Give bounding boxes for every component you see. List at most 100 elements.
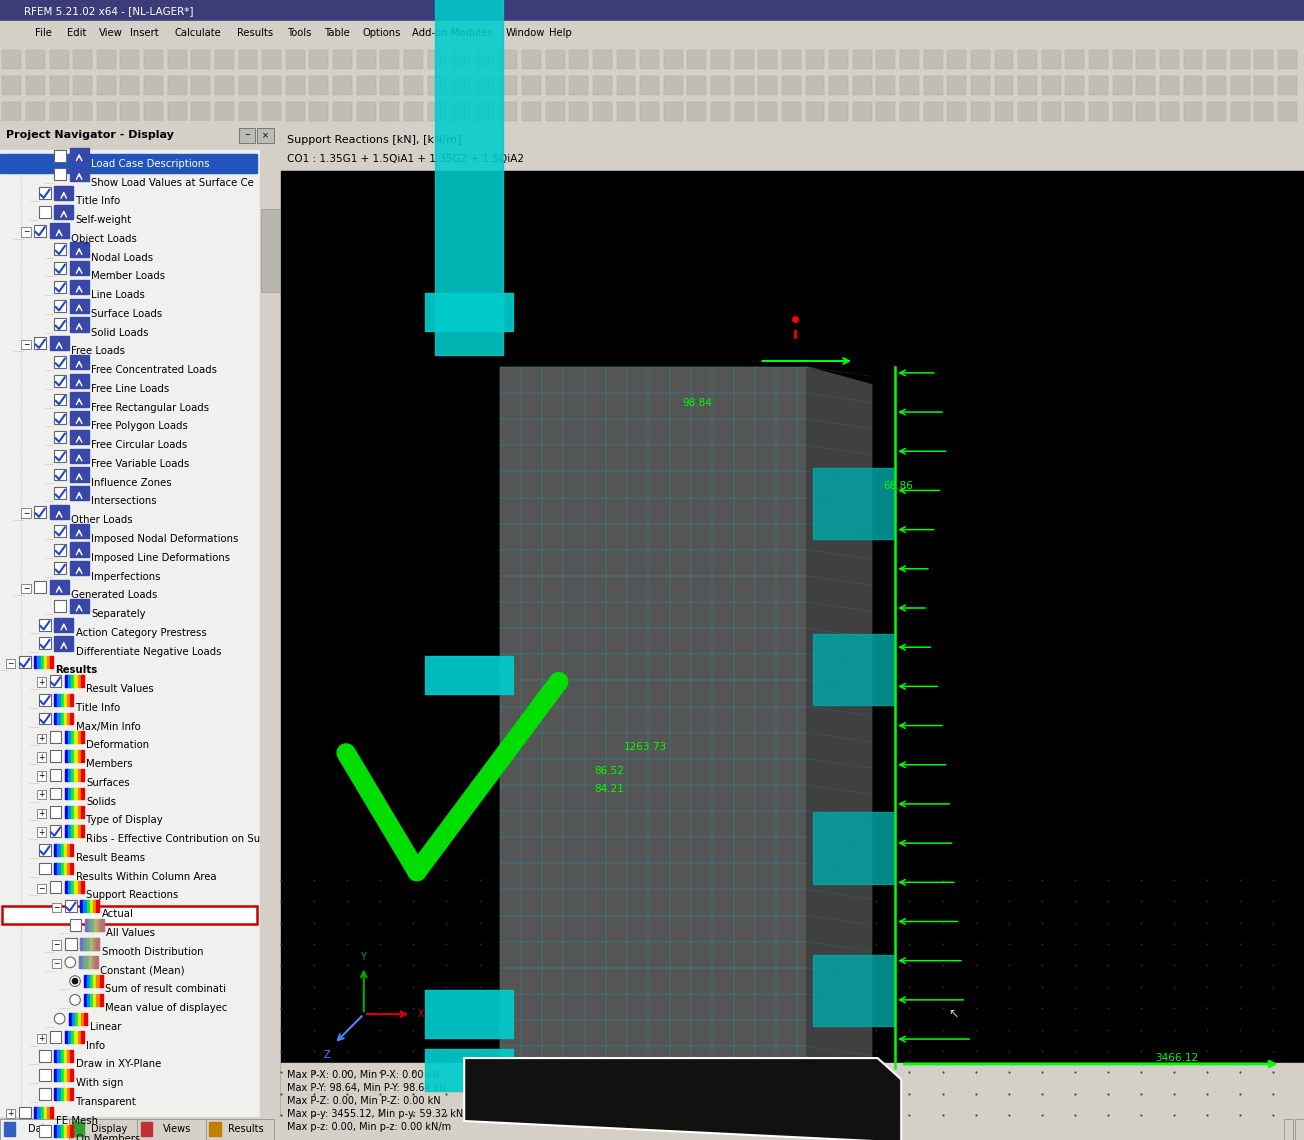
Text: Help: Help <box>549 28 572 39</box>
Text: Object Loads: Object Loads <box>70 234 137 244</box>
Bar <box>168 50 186 68</box>
Bar <box>451 76 471 95</box>
Bar <box>90 901 93 912</box>
Bar <box>65 806 68 819</box>
Bar <box>77 768 81 781</box>
Bar <box>434 0 503 355</box>
Bar <box>1089 76 1108 95</box>
Bar <box>50 768 61 781</box>
Bar <box>60 1069 64 1081</box>
Bar <box>68 788 72 799</box>
Bar <box>0 22 1304 46</box>
Bar <box>50 788 61 799</box>
Bar <box>57 863 60 874</box>
Bar <box>74 768 77 781</box>
Text: Ribs - Effective Contribution on Su: Ribs - Effective Contribution on Su <box>86 834 261 845</box>
Text: Results: Results <box>228 1124 263 1134</box>
Bar <box>44 1107 47 1118</box>
Bar <box>995 76 1013 95</box>
Bar <box>69 561 89 576</box>
Bar <box>96 994 99 1005</box>
Bar <box>83 994 87 1005</box>
Bar <box>947 76 966 95</box>
Bar <box>72 806 74 819</box>
Text: Transparent: Transparent <box>76 1097 136 1107</box>
Bar <box>3 76 21 95</box>
Bar <box>65 825 68 837</box>
Bar <box>69 261 89 275</box>
Text: Info: Info <box>86 1041 106 1051</box>
Text: Z: Z <box>323 1050 330 1059</box>
Bar <box>829 50 848 68</box>
Bar <box>0 1118 69 1140</box>
Bar <box>545 103 565 121</box>
Bar <box>52 940 61 950</box>
Text: RFEM 5.21.02 x64 - [NL-LAGER*]: RFEM 5.21.02 x64 - [NL-LAGER*] <box>23 6 193 16</box>
Bar <box>239 128 256 142</box>
Text: Free Concentrated Loads: Free Concentrated Loads <box>91 365 216 375</box>
Bar <box>1231 50 1249 68</box>
Bar <box>68 675 72 686</box>
Bar <box>3 103 21 121</box>
Bar <box>947 103 966 121</box>
Bar <box>55 469 67 480</box>
Bar <box>98 919 100 930</box>
Text: Display: Display <box>90 1124 126 1134</box>
Text: −: − <box>38 884 44 893</box>
Bar <box>18 657 31 668</box>
Bar <box>192 103 210 121</box>
Bar <box>55 186 73 201</box>
Bar <box>1089 50 1108 68</box>
Bar <box>57 1050 60 1062</box>
Bar <box>60 844 64 856</box>
Bar <box>309 103 329 121</box>
Bar <box>21 227 31 237</box>
Bar <box>67 712 70 724</box>
Bar <box>68 750 72 762</box>
Bar <box>475 50 494 68</box>
Bar <box>617 76 635 95</box>
Bar <box>39 1050 51 1062</box>
Bar <box>1208 76 1226 95</box>
Bar <box>77 731 81 743</box>
Bar <box>64 1088 67 1100</box>
Bar <box>404 50 422 68</box>
Text: Line Loads: Line Loads <box>91 290 145 300</box>
Bar <box>545 50 565 68</box>
Bar <box>900 50 919 68</box>
Circle shape <box>69 994 81 1005</box>
Text: Result Values: Result Values <box>86 684 154 694</box>
Bar <box>73 76 93 95</box>
Text: 1263.73: 1263.73 <box>623 742 666 752</box>
Bar <box>1159 76 1179 95</box>
Bar <box>168 103 186 121</box>
Bar <box>55 318 67 331</box>
Bar <box>1136 76 1155 95</box>
Bar <box>26 76 44 95</box>
Bar <box>81 937 83 950</box>
Bar <box>145 103 163 121</box>
Bar <box>425 656 512 693</box>
Bar <box>37 884 46 894</box>
Bar <box>812 955 896 1026</box>
Bar <box>47 657 50 668</box>
Bar <box>428 50 446 68</box>
Text: Views: Views <box>163 1124 192 1134</box>
Text: 84.21: 84.21 <box>595 783 625 793</box>
Bar <box>68 731 72 743</box>
Bar <box>55 280 67 293</box>
Bar <box>57 694 60 706</box>
Bar <box>90 975 94 987</box>
Bar <box>262 103 282 121</box>
Bar <box>4 1122 16 1137</box>
Bar <box>1184 103 1202 121</box>
Bar <box>65 675 68 686</box>
Bar <box>1136 50 1155 68</box>
Bar <box>78 1012 81 1025</box>
Bar <box>69 374 89 388</box>
Bar <box>55 712 57 724</box>
Bar <box>215 50 233 68</box>
Bar <box>77 806 81 819</box>
Bar <box>64 712 67 724</box>
Text: Draw in XY-Plane: Draw in XY-Plane <box>76 1059 160 1069</box>
